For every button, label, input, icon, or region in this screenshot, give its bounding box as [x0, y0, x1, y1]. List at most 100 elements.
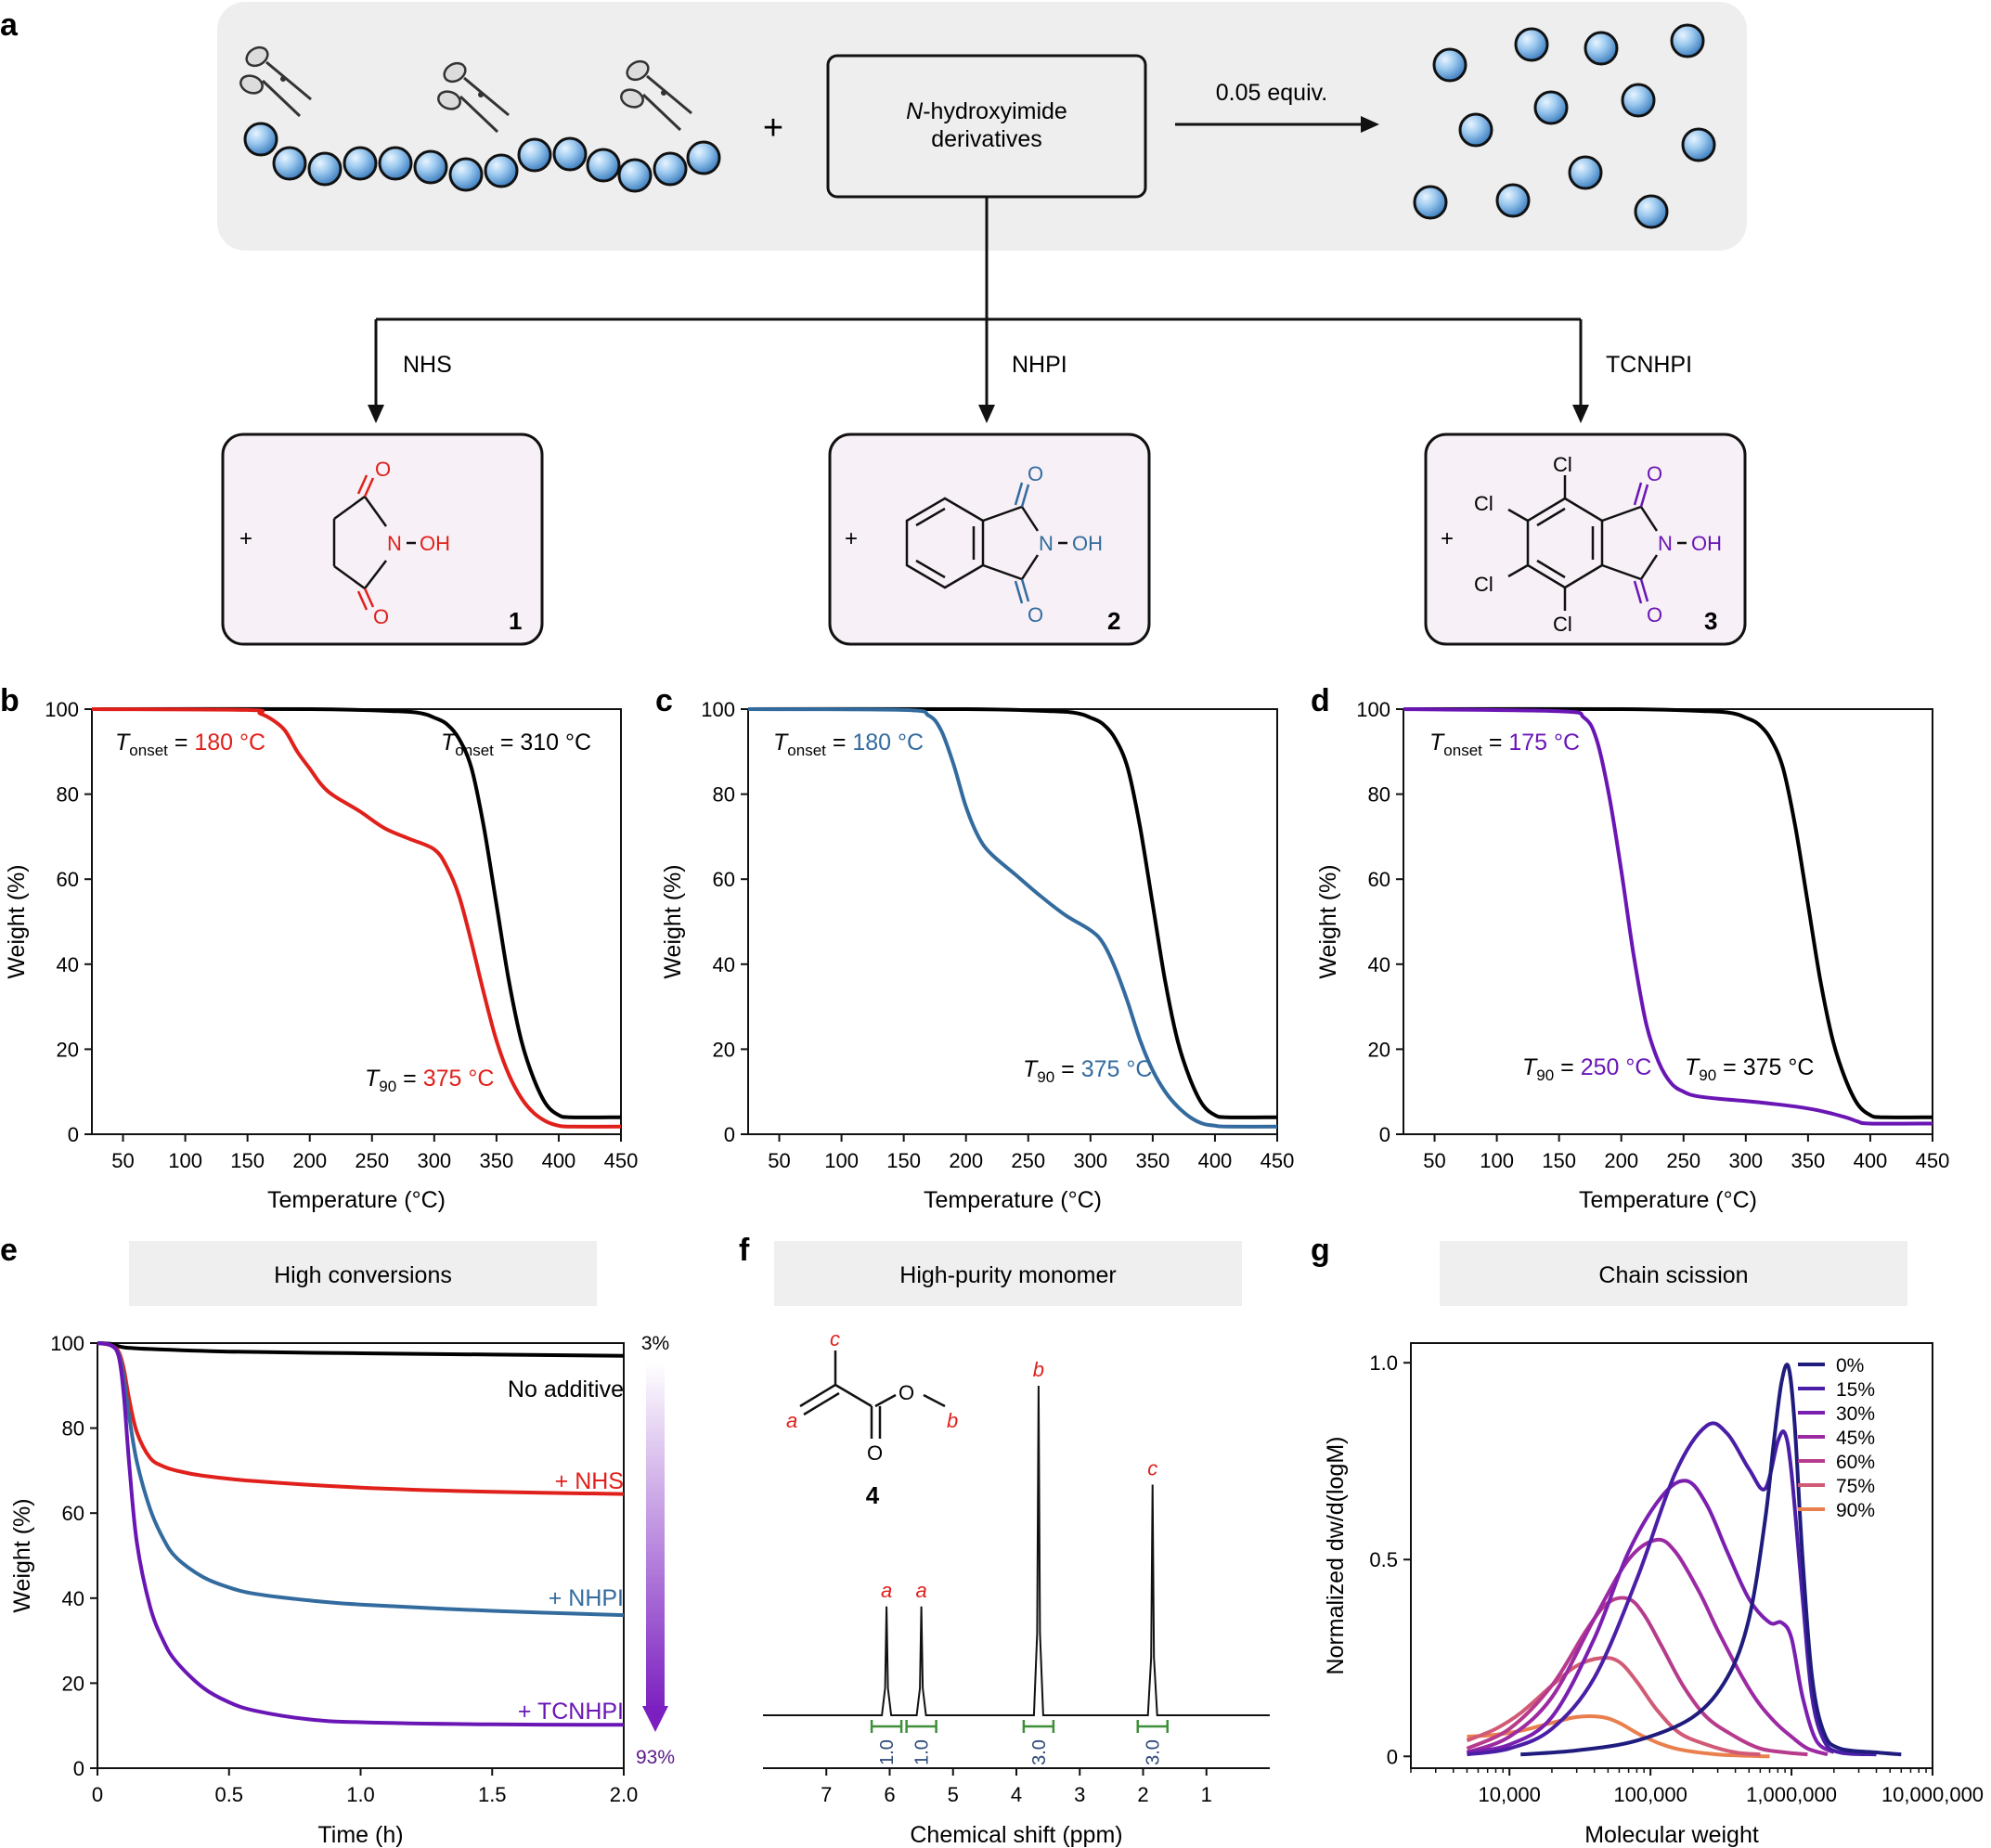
legend-label-3: 45% [1836, 1428, 1875, 1449]
annotation-equals: = [396, 1066, 423, 1092]
integration-0: 1.0 [870, 1720, 903, 1765]
integration-value: 1.0 [912, 1739, 933, 1765]
x-axis-label: Chemical shift (ppm) [910, 1822, 1122, 1848]
annotation-equals: = [1716, 1054, 1743, 1080]
compound-number-4: 4 [866, 1481, 880, 1509]
x-tick-label: 50 [111, 1149, 134, 1172]
polymer-bead [552, 136, 588, 172]
x-tick-label: 200 [292, 1149, 327, 1172]
y-tick-label: 60 [713, 868, 735, 891]
nhpi-oh: OH [1072, 532, 1103, 555]
x-tick-label: 400 [542, 1149, 576, 1172]
panel-label-e: e [0, 1233, 18, 1268]
y-tick-label: 80 [62, 1417, 84, 1441]
series-line-0 [1520, 1363, 1902, 1757]
y-tick-label: 40 [62, 1587, 84, 1610]
y-axis-label: Weight (%) [660, 864, 686, 978]
series-line-1 [97, 1341, 625, 1496]
x-tick-label: 5 [948, 1783, 959, 1806]
annotation-1: T90 = 250 °C [1522, 1054, 1651, 1084]
plot-frame [91, 708, 622, 1135]
annotation-subscript: onset [455, 742, 494, 759]
monomer-bead [1514, 27, 1549, 62]
chart-header: High-purity monomer [899, 1262, 1116, 1288]
nhs-oh: OH [420, 532, 450, 555]
y-tick-label: 1.0 [1369, 1351, 1398, 1375]
x-tick-label: 450 [604, 1149, 639, 1172]
panel-a: a + N-hydroxyimide derivatives 0.05 equi… [0, 2, 1747, 646]
annotation-symbol: T [365, 1066, 381, 1092]
compound-3-plus: + [1441, 526, 1454, 551]
series-line-0 [747, 706, 1278, 1119]
integration-3: 3.0 [1136, 1720, 1169, 1765]
branch-label-nhpi: NHPI [1012, 352, 1067, 378]
scissors-icon [620, 59, 692, 132]
polymer-bead [243, 122, 278, 157]
nhs-o-top: O [375, 458, 391, 481]
x-tick-label: 50 [768, 1149, 790, 1172]
nhpi-n: N [1039, 532, 1054, 555]
tcnhpi-cl-top: Cl [1553, 453, 1572, 476]
plot-frame [747, 708, 1278, 1135]
branch-middle-arrowhead [978, 405, 995, 423]
x-axis-label: Temperature (°C) [1579, 1187, 1757, 1213]
tcnhpi-structure [1507, 475, 1687, 611]
scissors-icon [239, 45, 312, 118]
legend-label-1: 15% [1836, 1379, 1875, 1401]
series-line-3 [1466, 1537, 1829, 1757]
monomer-beads [1413, 23, 1716, 229]
x-tick-label: 10,000 [1479, 1783, 1541, 1806]
y-tick-label: 0.5 [1369, 1548, 1398, 1571]
x-tick-label: 350 [1791, 1149, 1826, 1172]
annotation-symbol: T [115, 730, 131, 756]
y-tick-label: 0 [724, 1123, 735, 1146]
panel-label-b: b [0, 683, 19, 718]
annotation-equals: = [1482, 730, 1509, 756]
x-tick-label: 200 [949, 1149, 983, 1172]
tcnhpi-n: N [1658, 532, 1673, 555]
annotation-value: 310 °C [520, 730, 591, 756]
monomer-bead [1621, 83, 1656, 118]
annotation-1: T90 = 375 °C [1023, 1056, 1152, 1086]
annotation-subscript: onset [787, 742, 826, 759]
peak-label-2: b [1033, 1358, 1044, 1381]
legend-label-6: 90% [1836, 1500, 1875, 1521]
nhpi-o-bottom: O [1028, 603, 1043, 627]
tcnhpi-oh: OH [1691, 532, 1722, 555]
y-tick-label: 0 [1379, 1123, 1390, 1146]
x-tick-label: 4 [1011, 1783, 1022, 1806]
y-tick-label: 0 [68, 1123, 79, 1146]
series-label-0: No additive [508, 1376, 624, 1402]
y-tick-label: 40 [57, 953, 79, 976]
annotation-1: Tonset = 310 °C [441, 730, 591, 759]
nhs-n: N [387, 532, 402, 555]
isothermal-chart-e: High conversions 0 0.5 1.0 1.5 2.0 0 20 40 60 80 10… [9, 1241, 675, 1848]
series-line-1 [1403, 707, 1933, 1126]
polymer-bead [653, 151, 688, 187]
conversion-bottom-label: 93% [636, 1747, 675, 1768]
annotation-symbol: T [1685, 1054, 1700, 1080]
x-tick-label: 150 [886, 1149, 921, 1172]
tga-chart-c: 50 100 150 200 250 300 350 400 450 0 20 40 60 80 100 Te… [660, 698, 1294, 1213]
polymer-bead [413, 149, 448, 185]
integration-1: 1.0 [905, 1720, 937, 1765]
x-tick-label: 2 [1137, 1783, 1148, 1806]
series-label-1: + NHS [555, 1468, 624, 1494]
compound-number-3: 3 [1704, 607, 1717, 635]
tcnhpi-o-top: O [1647, 462, 1662, 485]
y-tick-label: 20 [57, 1038, 79, 1061]
annotation-symbol: T [1023, 1056, 1039, 1082]
polymer-bead [517, 137, 552, 173]
annotation-subscript: 90 [1536, 1066, 1554, 1084]
y-tick-label: 100 [1356, 698, 1390, 721]
y-tick-label: 80 [1368, 783, 1390, 807]
tga-chart-d: 50 100 150 200 250 300 350 400 450 0 20 40 60 80 100 Te… [1315, 698, 1949, 1213]
annotation-equals: = [1554, 1054, 1581, 1080]
polymer-bead [686, 140, 721, 175]
annotation-value: 180 °C [194, 730, 265, 756]
y-tick-label: 80 [57, 783, 79, 807]
y-axis-label: Weight (%) [4, 864, 30, 978]
annotation-2: T90 = 375 °C [1685, 1054, 1814, 1084]
annotation-symbol: T [773, 730, 789, 756]
nhpi-o-top: O [1028, 462, 1043, 485]
